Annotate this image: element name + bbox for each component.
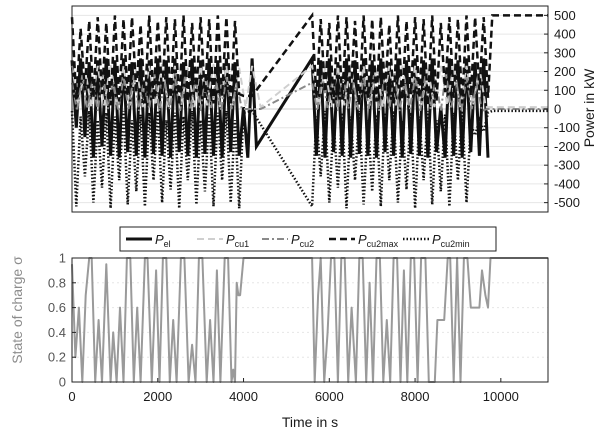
soc-y-tick-label: 0.8: [48, 275, 66, 290]
power-series-group: [70, 11, 548, 211]
series-line-p-cu2min: [70, 109, 548, 211]
legend-label: Pcu2max: [358, 232, 399, 249]
power-y-tick-label: 300: [554, 45, 576, 60]
soc-x-tick-label: 8000: [401, 389, 430, 404]
legend-label: Pcu2min: [432, 232, 470, 249]
soc-x-tick-label: 0: [68, 389, 75, 404]
soc-y-ticks: 0 0.2 0.4 0.6 0.8 1: [48, 251, 76, 390]
power-y-tick-label: -100: [554, 120, 580, 135]
legend-label: Pel: [155, 232, 171, 249]
power-y-tick-label: -200: [554, 139, 580, 154]
legend-item-p-cu2min: Pcu2min: [403, 232, 470, 249]
legend-item-p-cu2: Pcu2: [262, 232, 314, 249]
power-y-tick-label: 100: [554, 83, 576, 98]
soc-y-axis-label: State of charge σ: [9, 256, 25, 364]
soc-panel: 0 0.2 0.4 0.6 0.8 1 0 2000 4000 6000 8000 10000 St…: [9, 251, 549, 430]
soc-y-tick-label: 0.2: [48, 350, 66, 365]
legend-label: Pcu1: [226, 232, 249, 249]
power-y-tick-label: 0: [554, 102, 561, 117]
series-line-p-cu2max: [70, 11, 548, 106]
soc-x-tick-label: 4000: [229, 389, 258, 404]
legend: Pel Pcu1 Pcu2 Pcu2max Pcu2min: [119, 226, 497, 252]
soc-x-ticks: 0 2000 4000 6000 8000 10000: [68, 378, 519, 404]
power-y-tick-label: 500: [554, 8, 576, 23]
legend-label: Pcu2: [291, 232, 314, 249]
legend-item-p-el: Pel: [126, 232, 171, 249]
legend-item-p-cu2max: Pcu2max: [329, 232, 399, 249]
soc-x-axis-label: Time in s: [282, 414, 338, 430]
soc-y-tick-label: 1: [59, 251, 66, 266]
power-y-tick-label: -300: [554, 158, 580, 173]
soc-y-tick-label: 0.6: [48, 300, 66, 315]
soc-x-tick-label: 10000: [483, 389, 519, 404]
legend-items: Pel Pcu1 Pcu2 Pcu2max Pcu2min: [126, 232, 470, 249]
power-y-tick-label: 400: [554, 27, 576, 42]
soc-series-group: [71, 257, 548, 383]
power-y-axis-label: Power in kW: [581, 68, 597, 147]
power-y-tick-label: -400: [554, 176, 580, 191]
legend-box: [119, 226, 497, 252]
series-line-sigma: [71, 257, 548, 383]
power-y-ticks: 500 400 300 200 100 0 -100 -200 -300 -400 -500: [544, 8, 580, 210]
power-y-tick-label: -500: [554, 195, 580, 210]
soc-y-tick-label: 0: [59, 375, 66, 390]
legend-item-p-cu1: Pcu1: [197, 232, 249, 249]
soc-x-tick-label: 2000: [143, 389, 172, 404]
soc-x-tick-label: 6000: [315, 389, 344, 404]
soc-plot-frame: [71, 257, 549, 383]
soc-y-tick-label: 0.4: [48, 325, 66, 340]
power-y-tick-label: 200: [554, 64, 576, 79]
power-panel: 500 400 300 200 100 0 -100 -200 -300 -400 -500 Pow…: [70, 5, 597, 213]
